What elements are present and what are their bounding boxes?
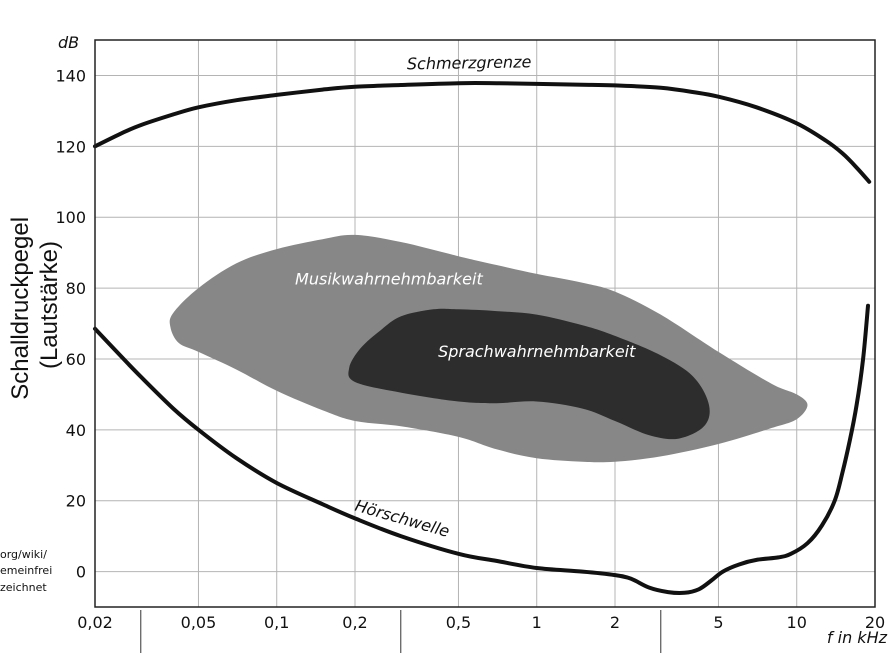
x-tick-label: 20 xyxy=(865,613,885,632)
plot-frame xyxy=(94,39,876,608)
x-tick-label: 5 xyxy=(713,613,723,632)
x-tick-label: 0,2 xyxy=(342,613,367,632)
region-sprachwahrnehmbarkeit xyxy=(348,308,710,440)
x-tick-label: 0,02 xyxy=(77,613,113,632)
attribution-line-2: emeinfrei xyxy=(0,564,52,577)
tick-labels: 0,02 0,05 0,1 0,2 0,5 1 2 5 10 20 0 20 40 60 80 100 120 1… xyxy=(55,66,885,632)
x-tick-label: 1 xyxy=(532,613,542,632)
x-unit-label: f in kHz xyxy=(827,628,888,647)
y-tick-label: 40 xyxy=(66,421,86,440)
regions xyxy=(169,234,808,463)
axes xyxy=(94,39,876,608)
x-tick-label: 10 xyxy=(787,613,807,632)
y-tick-label: 100 xyxy=(55,208,86,227)
label-musikwahrnehmbarkeit: Musikwahrnehmbarkeit xyxy=(295,270,483,289)
series-schmerzgrenze xyxy=(93,81,872,184)
y-unit-label: dB xyxy=(58,33,79,52)
y-axis-label: Schalldruckpegel (Lautstärke) xyxy=(7,210,63,399)
y-tick-label: 140 xyxy=(55,66,86,85)
y-tick-label: 0 xyxy=(76,563,86,582)
x-tick-label: 0,5 xyxy=(446,613,471,632)
y-axis-label-line-2: (Lautstärke) xyxy=(36,241,63,369)
y-tick-label: 60 xyxy=(66,350,86,369)
y-tick-label: 120 xyxy=(55,137,86,156)
x-tick-label: 2 xyxy=(610,613,620,632)
label-schmerzgrenze: Schmerzgrenze xyxy=(407,52,532,73)
label-sprachwahrnehmbarkeit: Sprachwahrnehmbarkeit xyxy=(438,342,636,361)
x-tick-label: 0,05 xyxy=(181,613,217,632)
attribution-line-3: zeichnet xyxy=(0,581,47,594)
series-h-rschwelle xyxy=(93,303,870,596)
series-lines xyxy=(93,81,872,596)
y-tick-label: 80 xyxy=(66,279,86,298)
label-h-rschwelle: Hörschwelle xyxy=(353,496,452,541)
y-axis-label-line-1: Schalldruckpegel xyxy=(7,217,34,400)
y-tick-label: 20 xyxy=(66,492,86,511)
x-tick-label: 0,1 xyxy=(264,613,289,632)
attribution-line-1: org/wiki/ xyxy=(0,548,47,561)
